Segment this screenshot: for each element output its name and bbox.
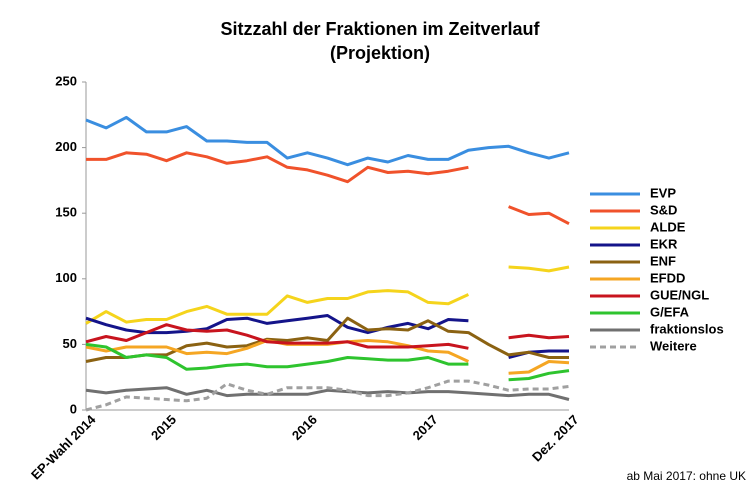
legend-label: ENF (650, 253, 676, 268)
series-line (85, 342, 570, 382)
legend-label: Weitere (650, 338, 697, 353)
legend-label: EVP (650, 185, 676, 200)
x-tick-label: Dez. 2017 (529, 412, 582, 465)
y-tick-label: 200 (55, 139, 77, 154)
legend-label: ALDE (650, 219, 686, 234)
y-tick-label: 0 (70, 401, 77, 416)
series-line (85, 265, 570, 325)
legend-label: EKR (650, 236, 678, 251)
series-line (85, 386, 570, 401)
x-tick-label: 2017 (410, 412, 441, 443)
y-tick-label: 50 (63, 336, 77, 351)
legend-label: G/EFA (650, 304, 690, 319)
x-tick-label: 2016 (289, 412, 320, 443)
series-line (85, 316, 569, 363)
series-line (85, 314, 569, 359)
y-tick-label: 250 (55, 73, 77, 88)
series-line (85, 379, 570, 412)
chart-title: Sitzzahl der Fraktionen im Zeitverlauf (220, 19, 540, 39)
note: ab Mai 2017: ohne UK (627, 469, 746, 483)
legend-label: fraktionslos (650, 321, 724, 336)
x-tick-label: EP-Wahl 2014 (28, 411, 99, 482)
legend-label: EFDD (650, 270, 685, 285)
series-line (85, 323, 570, 350)
legend-label: S&D (650, 202, 677, 217)
series-line (85, 115, 570, 167)
x-tick-label: 2015 (148, 412, 179, 443)
legend-label: GUE/NGL (650, 287, 709, 302)
y-tick-label: 150 (55, 205, 77, 220)
series-line (86, 151, 570, 226)
chart-title: (Projektion) (330, 43, 430, 63)
y-tick-label: 100 (55, 270, 77, 285)
